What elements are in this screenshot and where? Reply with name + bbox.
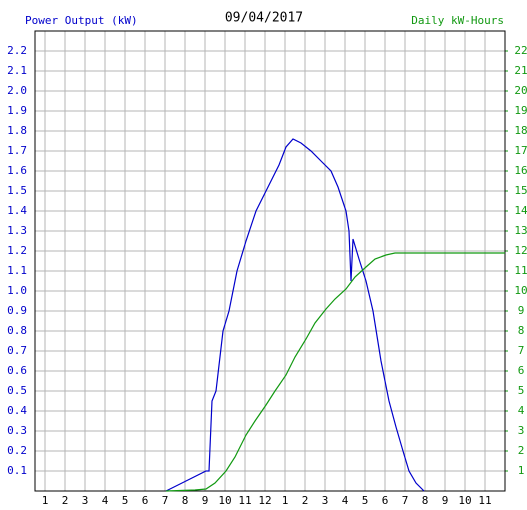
x-tick-label: 4: [342, 494, 349, 507]
y-tick-label: 1.8: [7, 124, 27, 137]
y-tick-label: 1.7: [7, 144, 27, 157]
y2-tick-label: 8: [518, 324, 525, 337]
x-tick-label: 3: [82, 494, 89, 507]
y2-tick-label: 4: [518, 404, 525, 417]
y2-tick-label: 6: [518, 364, 525, 377]
x-tick-label: 6: [382, 494, 389, 507]
y2-tick-label: 9: [518, 304, 525, 317]
y-tick-label: 1.2: [7, 244, 27, 257]
y2-tick-label: 18: [514, 124, 527, 137]
x-tick-label: 7: [162, 494, 169, 507]
x-tick-label: 11: [238, 494, 251, 507]
y-tick-label: 0.2: [7, 444, 27, 457]
x-tick-label: 9: [202, 494, 209, 507]
y2-tick-label: 21: [514, 64, 527, 77]
y-tick-label: 1.0: [7, 284, 27, 297]
x-tick-label: 10: [458, 494, 471, 507]
x-tick-label: 5: [362, 494, 369, 507]
x-tick-label: 3: [322, 494, 329, 507]
x-tick-label: 4: [102, 494, 109, 507]
y-tick-label: 2.0: [7, 84, 27, 97]
y2-tick-label: 16: [514, 164, 527, 177]
y2-tick-label: 3: [518, 424, 525, 437]
y2-tick-label: 12: [514, 244, 527, 257]
y-axis-title: Power Output (kW): [25, 14, 138, 27]
x-tick-label: 8: [182, 494, 189, 507]
y2-tick-label: 2: [518, 444, 525, 457]
x-tick-label: 6: [142, 494, 149, 507]
x-tick-label: 12: [258, 494, 271, 507]
y2-tick-label: 17: [514, 144, 527, 157]
y-tick-label: 0.1: [7, 464, 27, 477]
y-tick-label: 0.7: [7, 344, 27, 357]
y-tick-label: 0.4: [7, 404, 27, 417]
y2-tick-label: 22: [514, 44, 527, 57]
x-tick-label: 11: [478, 494, 491, 507]
y-tick-label: 1.3: [7, 224, 27, 237]
y2-tick-label: 10: [514, 284, 527, 297]
y-tick-label: 1.1: [7, 264, 27, 277]
y-tick-label: 1.6: [7, 164, 27, 177]
y-tick-label: 0.3: [7, 424, 27, 437]
y-tick-label: 0.9: [7, 304, 27, 317]
y-tick-label: 0.8: [7, 324, 27, 337]
y2-tick-label: 15: [514, 184, 527, 197]
x-tick-label: 1: [282, 494, 289, 507]
y-tick-label: 2.2: [7, 44, 27, 57]
y-tick-label: 0.5: [7, 384, 27, 397]
y2-tick-label: 14: [514, 204, 527, 217]
y-tick-label: 0.6: [7, 364, 27, 377]
chart-title: 09/04/2017: [225, 11, 303, 26]
y-tick-label: 1.4: [7, 204, 27, 217]
y2-axis-title: Daily kW-Hours: [411, 14, 504, 27]
y-tick-label: 1.9: [7, 104, 27, 117]
y2-tick-label: 19: [514, 104, 527, 117]
x-tick-label: 9: [442, 494, 449, 507]
x-tick-label: 5: [122, 494, 129, 507]
plot-border: [34, 30, 506, 492]
y-tick-label: 2.1: [7, 64, 27, 77]
y2-tick-label: 7: [518, 344, 525, 357]
y-tick-label: 1.5: [7, 184, 27, 197]
x-tick-label: 8: [422, 494, 429, 507]
y2-tick-label: 11: [514, 264, 527, 277]
y2-tick-label: 20: [514, 84, 527, 97]
x-tick-label: 7: [402, 494, 409, 507]
x-tick-label: 2: [302, 494, 309, 507]
x-tick-label: 10: [218, 494, 231, 507]
x-tick-label: 2: [62, 494, 69, 507]
y2-tick-label: 5: [518, 384, 525, 397]
x-tick-label: 1: [42, 494, 49, 507]
y2-tick-label: 1: [518, 464, 525, 477]
data-line: [165, 252, 505, 492]
data-line: [165, 138, 425, 492]
y2-tick-label: 13: [514, 224, 527, 237]
